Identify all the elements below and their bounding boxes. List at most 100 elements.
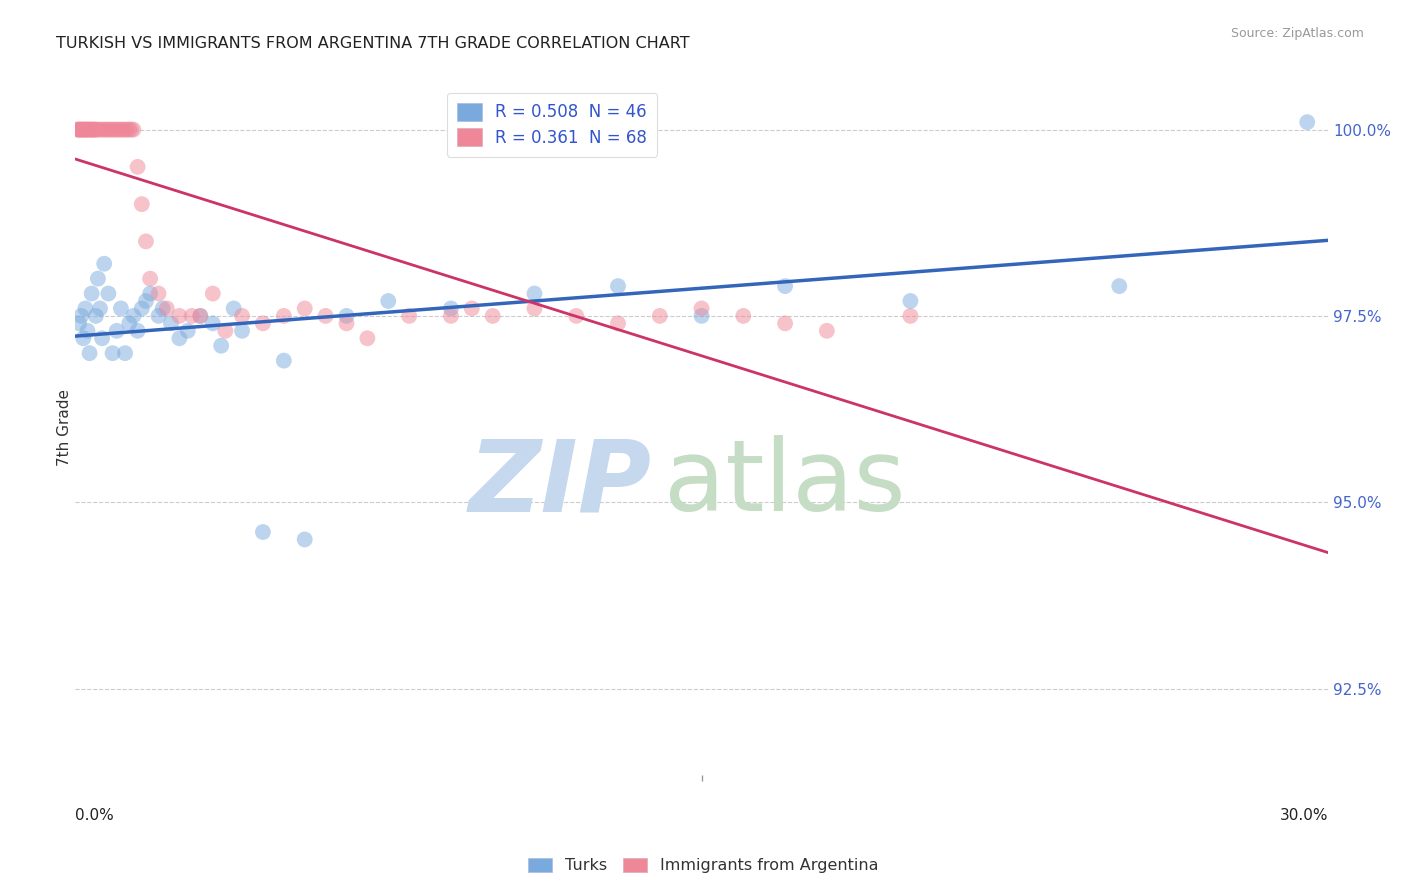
Point [690, 309, 713, 323]
Point [607, 317, 630, 331]
Point [100, 122, 122, 136]
Point [70, 309, 93, 323]
Point [900, 293, 922, 308]
Point [523, 286, 546, 301]
Point [139, 286, 162, 301]
Point [104, 122, 127, 136]
Point [177, 324, 200, 338]
Point [815, 324, 838, 338]
Point [156, 301, 179, 316]
Point [773, 317, 796, 331]
Point [398, 309, 420, 323]
Point [773, 279, 796, 293]
Point [1108, 279, 1130, 293]
Point [79, 346, 101, 360]
Point [201, 286, 224, 301]
Point [80, 286, 103, 301]
Legend: Turks, Immigrants from Argentina: Turks, Immigrants from Argentina [522, 851, 884, 880]
Point [84, 122, 107, 136]
Point [114, 346, 136, 360]
Point [481, 309, 503, 323]
Point [93, 122, 115, 136]
Point [118, 317, 141, 331]
Point [80, 122, 103, 136]
Point [690, 301, 713, 316]
Point [131, 197, 153, 211]
Point [96, 122, 118, 136]
Point [252, 524, 274, 539]
Point [67, 122, 90, 136]
Point [101, 122, 124, 136]
Point [440, 301, 463, 316]
Point [76, 122, 98, 136]
Point [108, 122, 131, 136]
Point [335, 309, 357, 323]
Point [111, 122, 134, 136]
Point [135, 293, 157, 308]
Point [222, 301, 245, 316]
Point [900, 309, 922, 323]
Point [80, 122, 103, 136]
Text: TURKISH VS IMMIGRANTS FROM ARGENTINA 7TH GRADE CORRELATION CHART: TURKISH VS IMMIGRANTS FROM ARGENTINA 7TH… [56, 36, 690, 51]
Point [87, 122, 110, 136]
Point [201, 317, 224, 331]
Point [169, 331, 191, 345]
Point [72, 122, 94, 136]
Point [377, 293, 399, 308]
Text: Source: ZipAtlas.com: Source: ZipAtlas.com [1230, 27, 1364, 40]
Point [93, 257, 115, 271]
Point [356, 331, 378, 345]
Point [84, 122, 107, 136]
Point [67, 317, 90, 331]
Point [523, 301, 546, 316]
Point [89, 122, 111, 136]
Point [135, 235, 157, 249]
Point [565, 309, 588, 323]
Text: atlas: atlas [664, 435, 905, 533]
Point [231, 309, 253, 323]
Point [273, 309, 295, 323]
Point [77, 122, 100, 136]
Point [115, 122, 138, 136]
Point [118, 122, 141, 136]
Point [607, 279, 630, 293]
Point [188, 309, 211, 323]
Point [231, 324, 253, 338]
Point [75, 122, 97, 136]
Point [131, 301, 153, 316]
Point [181, 309, 204, 323]
Point [97, 286, 120, 301]
Text: ZIP: ZIP [468, 435, 651, 533]
Point [91, 122, 114, 136]
Point [105, 324, 128, 338]
Point [294, 533, 316, 547]
Point [76, 324, 98, 338]
Point [648, 309, 671, 323]
Point [273, 353, 295, 368]
Point [315, 309, 337, 323]
Point [70, 122, 93, 136]
Point [105, 122, 128, 136]
Point [69, 122, 91, 136]
Point [122, 122, 145, 136]
Point [73, 122, 96, 136]
Point [461, 301, 484, 316]
Point [84, 309, 107, 323]
Point [209, 339, 232, 353]
Point [127, 324, 149, 338]
Point [66, 122, 89, 136]
Point [79, 122, 101, 136]
Point [160, 317, 183, 331]
Point [101, 346, 124, 360]
Legend: R = 0.508  N = 46, R = 0.361  N = 68: R = 0.508 N = 46, R = 0.361 N = 68 [447, 93, 657, 157]
Point [72, 122, 94, 136]
Point [97, 122, 120, 136]
Point [169, 309, 191, 323]
Point [87, 271, 110, 285]
Point [72, 331, 94, 345]
Point [440, 309, 463, 323]
Point [122, 309, 145, 323]
Point [75, 301, 97, 316]
Point [82, 122, 104, 136]
Point [110, 301, 132, 316]
